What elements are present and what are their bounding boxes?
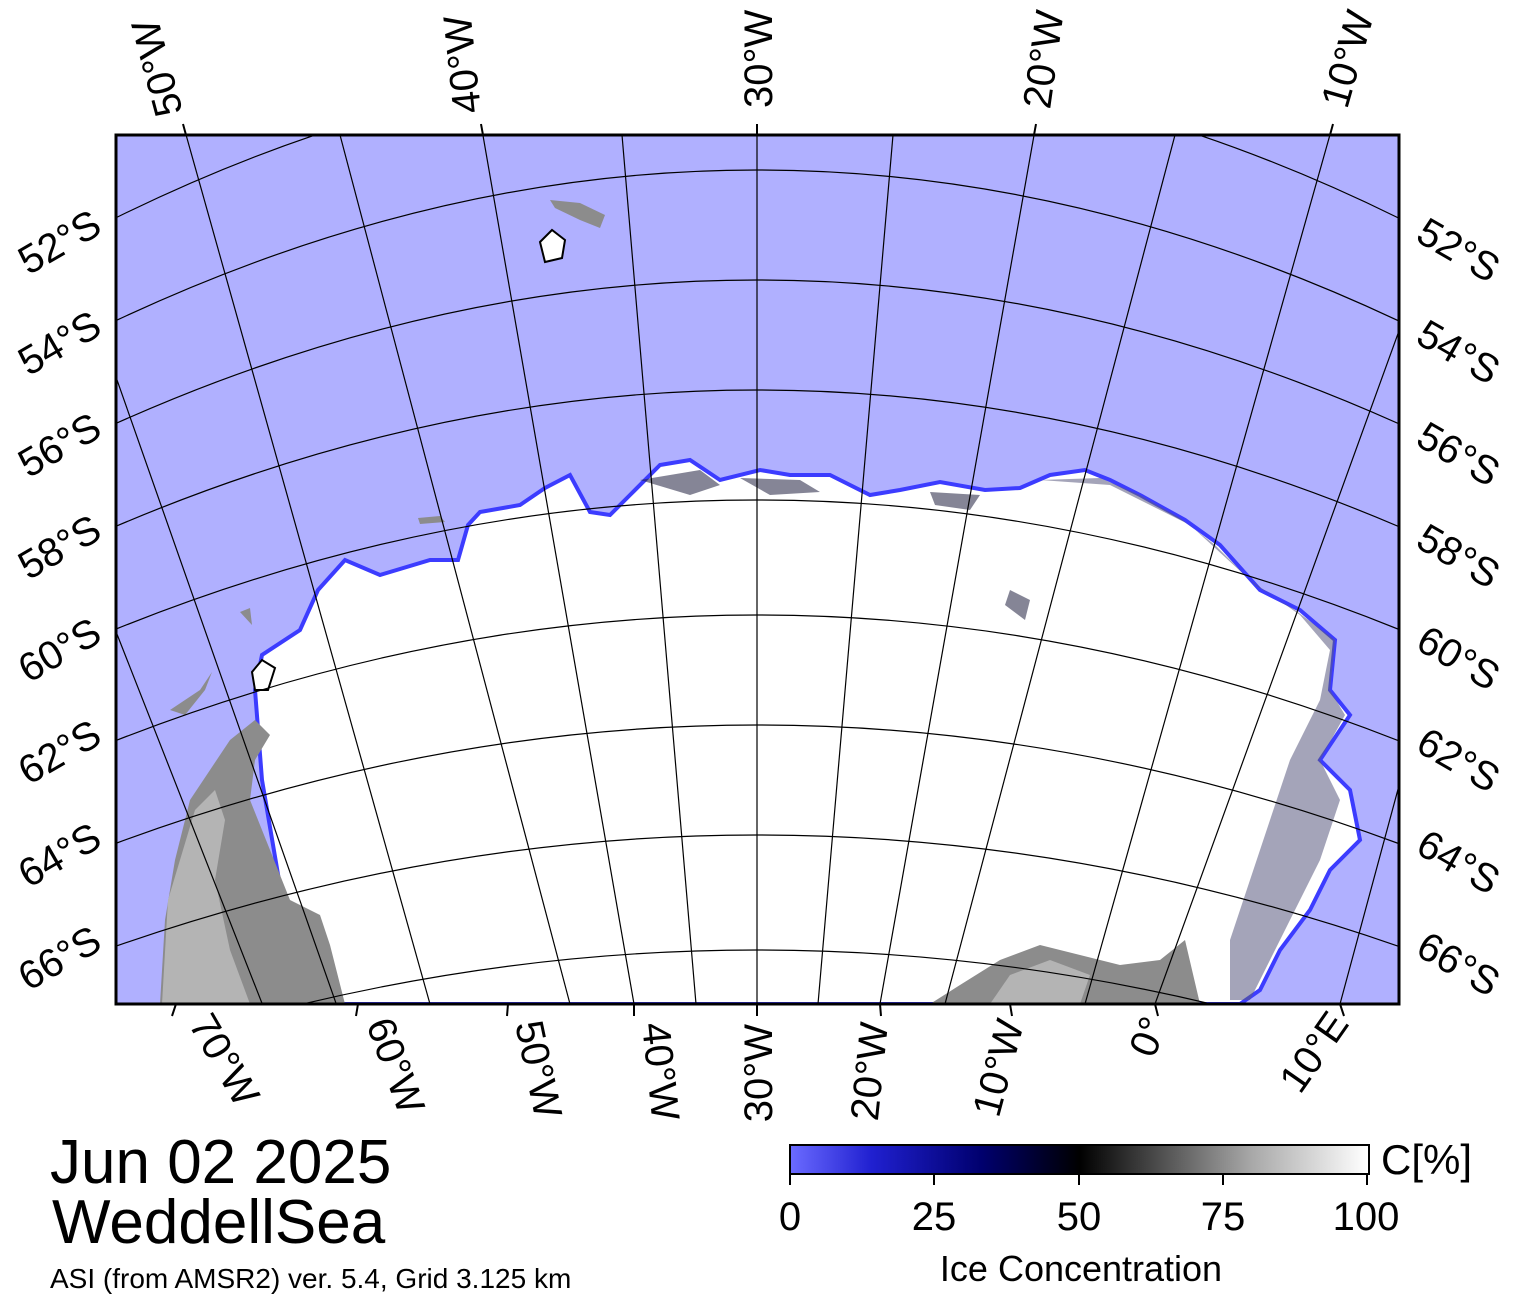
colorbar-tick-label: 100	[1332, 1195, 1400, 1239]
left-lat-label: 52°S	[11, 202, 108, 284]
bottom-lon-label: 0°	[1121, 1011, 1176, 1063]
bottom-lon-label: 20°W	[843, 1020, 897, 1123]
top-lon-label: 50°W	[124, 15, 192, 122]
left-lat-label: 58°S	[11, 507, 108, 589]
colorbar-tick-label: 25	[911, 1195, 957, 1239]
iceberg-near-peninsula	[250, 658, 277, 691]
right-lat-label: 62°S	[1410, 720, 1507, 802]
east-antarctic-ice-shelf	[990, 960, 1090, 1004]
left-lat-label: 64°S	[11, 815, 108, 897]
bottom-lon-label: 50°W	[506, 1017, 570, 1122]
right-lat-label: 54°S	[1410, 312, 1507, 394]
bottom-lon-label: 70°W	[180, 1007, 267, 1114]
colorbar-tick-label: 50	[1056, 1195, 1102, 1239]
bottom-lon-label: 30°W	[737, 1024, 781, 1122]
right-lat-label: 64°S	[1410, 822, 1507, 904]
left-lat-label: 56°S	[11, 405, 108, 487]
left-lat-label: 62°S	[11, 712, 108, 794]
colorbar-tick	[789, 1173, 791, 1185]
right-lat-label: 56°S	[1410, 414, 1507, 496]
south-georgia	[550, 200, 605, 228]
ice-shelf	[162, 790, 250, 1004]
bottom-longitude-labels: 70°W 60°W 50°W 40°W 30°W 20°W 10°W 0° 10…	[180, 1004, 1357, 1123]
top-lon-label: 30°W	[737, 10, 781, 108]
right-lat-label: 58°S	[1410, 516, 1507, 598]
map-date: Jun 02 2025	[50, 1128, 392, 1197]
colorbar-tick	[1222, 1173, 1224, 1185]
product-caption: ASI (from AMSR2) ver. 5.4, Grid 3.125 km	[50, 1263, 572, 1294]
right-latitude-labels: 52°S 54°S 56°S 58°S 60°S 62°S 64°S 66°S	[1410, 210, 1507, 1006]
south-orkney-islands	[418, 516, 445, 524]
ice-edge-floes	[640, 470, 1030, 620]
bottom-lon-label: 10°W	[965, 1015, 1033, 1122]
marginal-ice-zone	[1040, 478, 1345, 1000]
left-lat-label: 54°S	[11, 303, 108, 385]
bottom-lon-label: 40°W	[633, 1020, 687, 1123]
colorbar-tick-label: 0	[778, 1195, 802, 1239]
colorbar-unit: C[%]	[1381, 1136, 1473, 1183]
top-longitude-labels: 50°W 40°W 30°W 20°W 10°W	[124, 6, 1383, 121]
top-lon-label: 40°W	[436, 13, 490, 116]
frame-ticks	[171, 123, 1345, 1017]
colorbar-tick	[933, 1173, 935, 1185]
bottom-lon-label: 10°E	[1271, 1004, 1357, 1101]
colorbar-tick-label: 75	[1200, 1195, 1246, 1239]
colorbar-tick	[1366, 1173, 1368, 1185]
colorbar-tick	[1078, 1173, 1080, 1185]
left-lat-label: 66°S	[11, 918, 108, 1000]
graticule-meridians	[116, 135, 1399, 1004]
left-latitude-labels: 52°S 54°S 56°S 58°S 60°S 62°S 64°S 66°S	[11, 202, 108, 1000]
colorbar-title: Ice Concentration	[939, 1248, 1223, 1289]
top-lon-label: 20°W	[1015, 8, 1072, 112]
region-name: WeddellSea	[52, 1188, 386, 1257]
iceberg-white	[538, 228, 567, 264]
right-lat-label: 52°S	[1410, 210, 1507, 292]
right-lat-label: 60°S	[1410, 618, 1507, 700]
bottom-lon-label: 60°W	[358, 1012, 433, 1120]
colorbar	[789, 1144, 1370, 1175]
top-lon-label: 10°W	[1313, 6, 1382, 113]
right-lat-label: 66°S	[1410, 924, 1507, 1006]
left-lat-label: 60°S	[11, 610, 108, 692]
